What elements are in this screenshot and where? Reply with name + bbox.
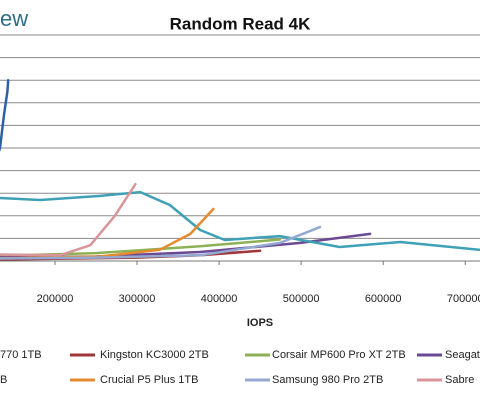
plot bbox=[0, 78, 480, 261]
x-tick-label: 600000 bbox=[365, 293, 402, 305]
series-line bbox=[0, 182, 137, 257]
chart-title: Random Read 4K bbox=[170, 14, 311, 33]
x-tick-label: 400000 bbox=[201, 293, 238, 305]
legend-label: Seagat bbox=[445, 349, 480, 361]
x-tick-label: 200000 bbox=[37, 293, 74, 305]
x-tick-label: 300000 bbox=[119, 293, 156, 305]
watermark: ew bbox=[0, 6, 28, 31]
x-tick-label: 700000 bbox=[447, 293, 480, 305]
legend-label: Crucial P5 Plus 1TB bbox=[100, 374, 198, 386]
series-line bbox=[0, 190, 480, 252]
legend-label: 770 1TB bbox=[0, 349, 42, 361]
legend-label: Kingston KC3000 2TB bbox=[100, 349, 209, 361]
x-tick-label: 500000 bbox=[283, 293, 320, 305]
legend-label: B bbox=[0, 374, 7, 386]
series-line bbox=[0, 78, 10, 152]
series-line bbox=[0, 225, 322, 260]
x-axis-label: IOPS bbox=[247, 317, 273, 329]
legend-label: Samsung 980 Pro 2TB bbox=[272, 374, 383, 386]
legend-label: Corsair MP600 Pro XT 2TB bbox=[272, 349, 406, 361]
legend-label: Sabre bbox=[445, 374, 474, 386]
